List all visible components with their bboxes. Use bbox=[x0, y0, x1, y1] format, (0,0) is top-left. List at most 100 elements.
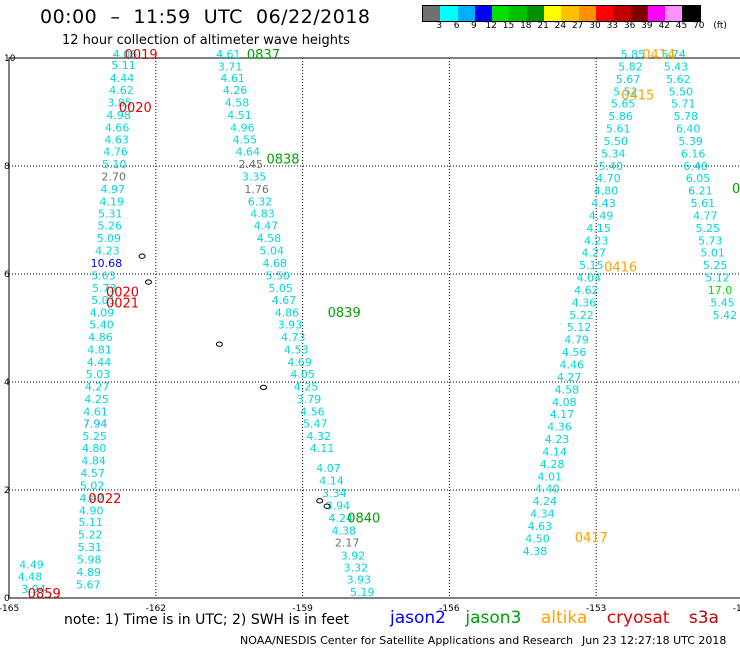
wave-height-label: 5.11 bbox=[111, 59, 136, 72]
wave-height-label: 5.63 bbox=[91, 269, 116, 282]
wave-height-label: 3.92 bbox=[341, 550, 366, 563]
wave-height-label: 4.53 bbox=[284, 343, 309, 356]
wave-height-label: 4.77 bbox=[693, 209, 718, 222]
y-tick-label: 0 bbox=[4, 594, 10, 604]
color-swatch-1 bbox=[440, 6, 458, 21]
wave-height-label: 5.71 bbox=[671, 98, 696, 111]
wave-height-label: 4.80 bbox=[82, 442, 107, 455]
wave-height-label: 4.26 bbox=[223, 84, 248, 97]
color-swatch-6 bbox=[526, 6, 545, 21]
wave-height-label: 4.49 bbox=[589, 209, 614, 222]
wave-height-label: 4.32 bbox=[306, 430, 331, 443]
wave-height-label: 3.79 bbox=[297, 393, 322, 406]
wave-height-label: 2.17 bbox=[335, 537, 360, 550]
wave-height-label: 4.58 bbox=[257, 232, 282, 245]
wave-height-label: 6.16 bbox=[681, 147, 706, 160]
wave-height-label: 5.15 bbox=[579, 259, 604, 272]
wave-height-label: 4.96 bbox=[230, 121, 255, 134]
x-tick-label: -159 bbox=[292, 604, 313, 614]
wave-height-label: 4.69 bbox=[287, 356, 312, 369]
wave-height-label: 5.25 bbox=[703, 259, 728, 272]
color-scale-label: 12 bbox=[485, 21, 497, 31]
wave-height-label: 4.90 bbox=[79, 504, 104, 517]
color-scale-label: 3 bbox=[436, 21, 443, 31]
wave-height-label: 3.71 bbox=[218, 60, 243, 73]
wave-height-label: 3.85 bbox=[107, 97, 132, 110]
wave-height-label: 5.50 bbox=[669, 85, 694, 98]
color-scale-label: 18 bbox=[520, 21, 532, 31]
wave-height-label: 4.01 bbox=[537, 470, 562, 483]
pass-time-label: 0837 bbox=[247, 48, 280, 63]
color-swatch-4 bbox=[492, 6, 510, 21]
color-scale-label: 33 bbox=[606, 21, 619, 31]
island-outline bbox=[215, 341, 223, 347]
wave-height-label: 5.61 bbox=[606, 123, 631, 136]
y-tick-label: 2 bbox=[4, 486, 10, 496]
wave-height-label: 4.84 bbox=[81, 455, 106, 468]
wave-height-label: 4.28 bbox=[540, 458, 565, 471]
pass-time-label: 0838 bbox=[266, 152, 299, 167]
wave-height-label: 6.05 bbox=[686, 172, 711, 185]
wave-height-label: 4.66 bbox=[105, 121, 130, 134]
legend-jason2: jason2 bbox=[390, 608, 446, 628]
wave-height-label: 5.82 bbox=[618, 60, 643, 73]
wave-height-label: 4.25 bbox=[84, 393, 109, 406]
color-swatch-11 bbox=[613, 6, 631, 21]
wave-height-label: 5.34 bbox=[601, 147, 626, 160]
wave-height-label: 6.32 bbox=[248, 195, 273, 208]
color-swatch-8 bbox=[561, 6, 579, 21]
wave-height-label: 5.98 bbox=[77, 553, 102, 566]
credit-line: NOAA/NESDIS Center for Satellite Applica… bbox=[240, 634, 574, 647]
wave-height-label: 5.12 bbox=[705, 272, 730, 285]
pass-time-label: 0020 bbox=[106, 286, 139, 301]
wave-height-label: 4.81 bbox=[87, 343, 112, 356]
color-scale-label: 15 bbox=[502, 21, 515, 31]
island-outlines bbox=[138, 253, 331, 509]
wave-height-label: 4.68 bbox=[262, 257, 287, 270]
color-scale-label: 42 bbox=[658, 21, 670, 31]
map-subtitle: 12 hour collection of altimeter wave hei… bbox=[62, 33, 350, 48]
color-swatch-3 bbox=[474, 6, 493, 21]
wave-height-label: 4.86 bbox=[88, 331, 113, 344]
wave-height-label: 4.19 bbox=[100, 195, 125, 208]
wave-height-label: 4.07 bbox=[316, 462, 341, 475]
wave-height-label: 4.27 bbox=[557, 371, 582, 384]
wave-height-label: 2.70 bbox=[101, 171, 126, 184]
wave-height-label: 3.93 bbox=[347, 573, 372, 586]
color-scale-label: (ft) bbox=[713, 21, 727, 31]
wave-height-label: 5.50 bbox=[604, 135, 629, 148]
wave-height-label: 4.17 bbox=[550, 408, 575, 421]
wave-height-label: 5.11 bbox=[78, 516, 103, 529]
wave-height-label: 4.51 bbox=[227, 109, 252, 122]
wave-height-label: 4.86 bbox=[275, 307, 300, 320]
wave-height-label: 5.25 bbox=[82, 430, 107, 443]
color-scale-label: 21 bbox=[537, 21, 549, 31]
wave-height-label: 4.58 bbox=[555, 383, 580, 396]
wave-height-label: 4.14 bbox=[319, 475, 344, 488]
wave-height-label: 4.58 bbox=[225, 97, 250, 110]
color-swatch-7 bbox=[544, 6, 562, 21]
color-scale-label: 36 bbox=[623, 21, 636, 31]
wave-height-label: 4.44 bbox=[87, 356, 112, 369]
wave-height-label: 4.61 bbox=[220, 72, 245, 85]
wave-height-label: 5.74 bbox=[661, 48, 686, 61]
wave-height-label: 4.61 bbox=[83, 405, 108, 418]
wave-height-label: 5.52 bbox=[613, 85, 638, 98]
pass-time-label: 0414 bbox=[642, 48, 675, 63]
wave-height-label: 5.78 bbox=[673, 110, 698, 123]
wave-height-label: 4.36 bbox=[572, 296, 597, 309]
color-swatch-14 bbox=[665, 6, 683, 21]
wave-height-label: 5.40 bbox=[599, 160, 624, 173]
wave-height-label: 3.94 bbox=[326, 499, 351, 512]
island-outline bbox=[316, 498, 324, 504]
wave-height-label: 4.83 bbox=[250, 207, 275, 220]
wave-height-label: 3.94 bbox=[21, 583, 46, 596]
map-title: 00:00 – 11:59 UTC 06/22/2018 bbox=[40, 6, 371, 28]
wave-height-label: 3.32 bbox=[344, 562, 369, 575]
wave-height-label: 4.05 bbox=[290, 368, 315, 381]
wave-height-label: 3.93 bbox=[278, 319, 303, 332]
wave-height-label: 6.21 bbox=[688, 185, 713, 198]
wave-height-label: 4.79 bbox=[564, 334, 589, 347]
wave-height-label: 5.40 bbox=[89, 319, 114, 332]
wave-height-label: 5.10 bbox=[102, 158, 127, 171]
